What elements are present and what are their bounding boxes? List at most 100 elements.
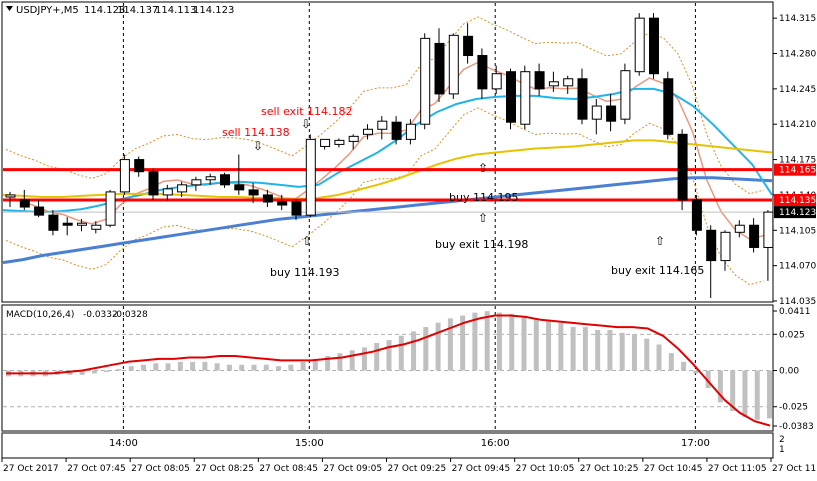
arrow-up-icon: ⇧: [478, 211, 488, 225]
ohlc-open: 114.123: [84, 5, 125, 16]
candle-body: [105, 191, 116, 226]
candle: [34, 199, 45, 218]
macd-histogram-bar: [165, 363, 171, 371]
candle-body: [62, 222, 73, 226]
candle-body: [663, 78, 674, 135]
candle-body: [763, 211, 774, 248]
candle: [563, 75, 574, 94]
candle-body: [649, 17, 659, 75]
macd-histogram-bar: [668, 353, 674, 371]
macd-histogram-bar: [300, 361, 306, 371]
candle-body: [277, 201, 288, 206]
candle: [520, 65, 531, 130]
time-label-hour: 14:00: [109, 438, 138, 449]
candle-body: [405, 123, 416, 140]
macd-histogram-bar: [226, 364, 232, 371]
candle: [105, 189, 116, 228]
time-label-date: 27 Oct 08:45: [259, 464, 318, 474]
price-tick-label: 114.175: [779, 156, 816, 166]
price-box-label: [774, 206, 816, 219]
time-label-hour: 16:00: [481, 438, 510, 449]
macd-histogram-bar: [656, 344, 662, 371]
macd-label: MACD(10,26,4): [6, 310, 74, 320]
arrow-down-icon: ⇩: [301, 117, 311, 131]
candle-body: [34, 206, 45, 216]
price-tick-label: 114.210: [779, 120, 816, 130]
candle-body: [706, 229, 717, 262]
time-label-date: 27 Oct 09:45: [452, 464, 511, 474]
candle-body: [563, 78, 574, 87]
candle: [720, 230, 731, 271]
ohlc-low: 114.113: [155, 5, 196, 16]
time-label-date: 27 Oct 09:25: [388, 464, 447, 474]
candle-body: [5, 194, 16, 198]
candle: [763, 210, 774, 281]
candle: [305, 134, 316, 218]
candle: [691, 194, 702, 236]
macd-histogram-bar: [288, 364, 294, 371]
candle: [649, 13, 659, 79]
macd-signal-line: [6, 314, 771, 427]
candle: [620, 63, 631, 125]
candle-body: [520, 71, 531, 125]
candle: [134, 156, 145, 177]
collapse-triangle-icon[interactable]: [6, 6, 13, 11]
price-box-label: [774, 163, 816, 176]
candle: [348, 134, 359, 150]
candle: [477, 48, 488, 99]
time-label-date: 27 Oct 07:45: [67, 464, 126, 474]
candle: [234, 154, 245, 195]
candle-body: [720, 231, 731, 262]
candle-body: [191, 179, 202, 186]
candle-body: [348, 135, 359, 142]
macd-histogram-bar: [398, 335, 404, 371]
candle-body: [48, 214, 59, 231]
arrow-up-icon: ⇧: [655, 234, 665, 248]
macd-histogram-bar: [79, 370, 85, 375]
time-label-hour: 17:00: [681, 438, 710, 449]
candle: [220, 172, 230, 188]
time-label-date: 27 Oct 10:05: [516, 464, 575, 474]
candle-body: [691, 199, 702, 231]
macd-tick-label: 0.00: [779, 367, 799, 377]
third-panel-frame: [1, 432, 774, 459]
macd-histogram-bar: [681, 361, 687, 371]
candle: [377, 116, 388, 140]
candle: [77, 219, 87, 232]
trade-annotation-label: sell 114.138: [222, 126, 290, 139]
candle-body: [477, 55, 488, 90]
macd-histogram-bar: [717, 370, 723, 403]
macd-histogram-bar: [742, 370, 748, 417]
macd-histogram-bar: [472, 312, 478, 371]
candle-body: [91, 224, 102, 230]
envelope-band-line: [5, 16, 765, 195]
candle-body: [434, 42, 445, 95]
trade-annotation-label: buy exit 114.198: [435, 238, 528, 251]
candle-body: [734, 224, 745, 233]
moving-average-line: [2, 176, 773, 265]
macd-histogram-bar: [460, 315, 466, 371]
candle: [177, 181, 188, 197]
macd-histogram-bar: [177, 361, 183, 371]
macd-header: MACD(10,26,4) -0.0332 -0.0328: [6, 310, 148, 320]
candle: [749, 218, 760, 253]
candle: [262, 189, 273, 208]
macd-histogram-bar: [116, 369, 122, 371]
macd-histogram-bar: [546, 321, 552, 371]
candle: [663, 71, 674, 140]
macd-histogram-bar: [91, 370, 97, 374]
candle: [548, 71, 559, 92]
arrow-down-icon: ⇩: [253, 139, 263, 153]
symbol-label: USDJPY+,M5: [16, 5, 79, 16]
macd-histogram-bar: [190, 361, 196, 371]
macd-histogram-bar: [239, 364, 245, 371]
horizontal-levels: [3, 168, 772, 213]
candle: [62, 217, 73, 236]
time-label-date: 27 Oct 10:25: [580, 464, 639, 474]
trade-annotation-label: buy 114.193: [270, 266, 339, 279]
candle: [119, 154, 130, 195]
trade-annotation-label: buy 114.195: [449, 191, 518, 204]
macd-histogram-bar: [128, 366, 134, 371]
candle: [734, 220, 745, 238]
